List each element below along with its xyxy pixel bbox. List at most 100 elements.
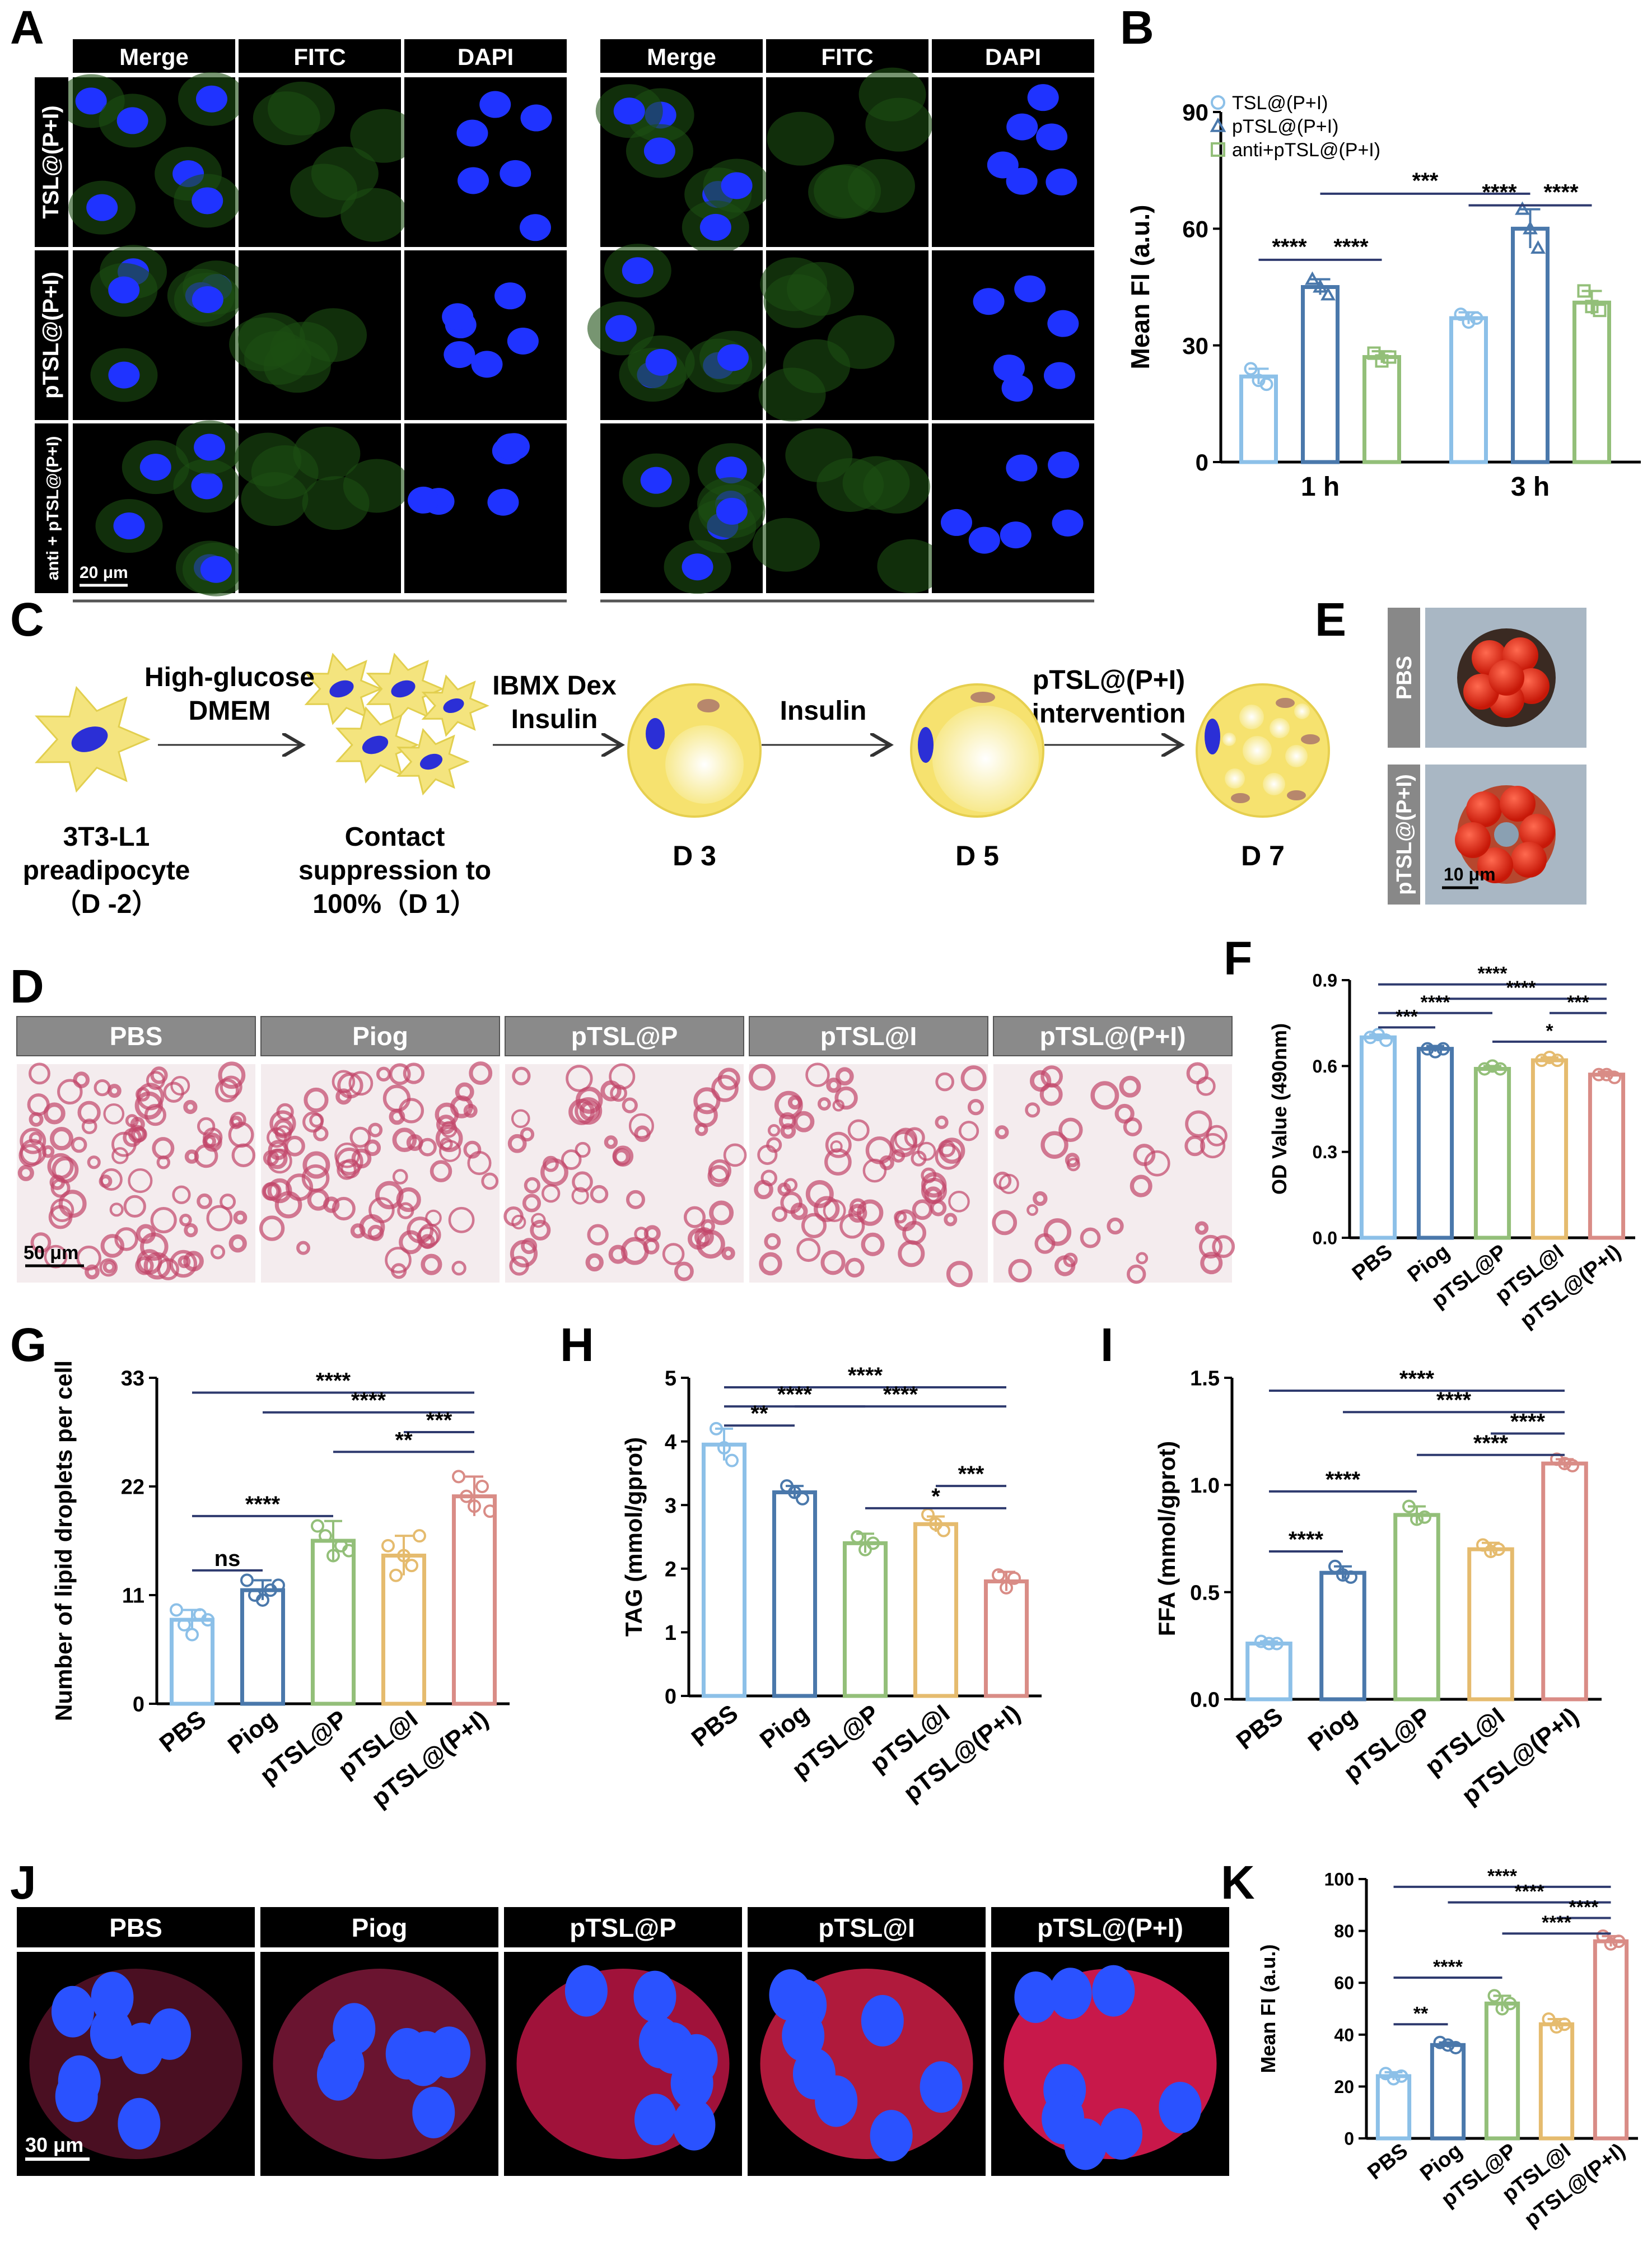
- column-header-bg: [766, 39, 928, 73]
- stain-spot: [348, 1071, 374, 1096]
- significance-label: ****: [1399, 1367, 1435, 1391]
- stain-spot: [85, 1264, 100, 1280]
- stain-spot: [267, 1148, 292, 1174]
- row-label: pTSL@(P+I): [1393, 774, 1416, 894]
- stain-spot: [693, 1087, 721, 1115]
- bar: [1301, 285, 1340, 464]
- stain-spot: [451, 1261, 466, 1276]
- stain-spot: [228, 1234, 247, 1253]
- stain-spot: [995, 1125, 1009, 1139]
- y-axis-label: Mean FI (a.u.): [1126, 205, 1155, 370]
- column-header-bg: [505, 1016, 744, 1056]
- stain-spot: [184, 1149, 199, 1164]
- stain-spot: [628, 1113, 654, 1139]
- lipid-droplet: [1270, 718, 1290, 738]
- y-tick-label: 33: [121, 1367, 144, 1391]
- mitochondrion: [697, 699, 720, 712]
- x-category-label: Piog: [755, 1699, 814, 1754]
- step-label: IBMX Dex: [492, 671, 617, 701]
- stain-spot: [604, 1135, 618, 1149]
- significance-label: ****: [1478, 963, 1508, 985]
- stain-spot: [1107, 1217, 1124, 1235]
- data-point: [1387, 2072, 1401, 2086]
- stain-spot: [304, 1087, 329, 1113]
- stain-spot: [49, 1174, 66, 1190]
- nucleus: [148, 2008, 191, 2060]
- cytoplasm-signal: [752, 518, 820, 572]
- data-point: [468, 1499, 481, 1513]
- stain-spot: [608, 1244, 628, 1264]
- data-point: [1543, 1051, 1556, 1064]
- data-point: [1328, 1559, 1342, 1573]
- significance-label: ****: [1542, 1912, 1572, 1933]
- bar: [451, 1494, 497, 1706]
- column-header-bg: [404, 39, 567, 73]
- data-point: [796, 1491, 809, 1505]
- y-axis-label: OD Value (490nm): [1268, 1023, 1291, 1195]
- column-header: pTSL@I: [818, 1913, 915, 1942]
- stain-spot: [509, 1256, 529, 1276]
- stain-spot: [1034, 1233, 1056, 1254]
- stain-spot: [847, 1119, 870, 1141]
- y-tick-label: 80: [1334, 1921, 1354, 1941]
- significance-label: ****: [1289, 1527, 1324, 1552]
- day-label: D 3: [673, 840, 716, 871]
- significance-label: **: [750, 1401, 768, 1426]
- stain-spot: [100, 1168, 123, 1191]
- stain-spot: [418, 1138, 437, 1157]
- cytoplasm-signal: [827, 315, 895, 369]
- data-point: [1259, 377, 1273, 391]
- stain-spot: [520, 1127, 535, 1142]
- stain-spot: [759, 1252, 782, 1276]
- panel-label-b: B: [1120, 1, 1154, 54]
- lipid-droplet: [1222, 733, 1236, 746]
- stain-spot: [307, 1188, 330, 1211]
- y-tick-label: 20: [1334, 2077, 1354, 2097]
- stain-spot: [469, 1061, 493, 1085]
- data-point: [1421, 1042, 1434, 1056]
- bar: [310, 1539, 356, 1706]
- data-point: [1270, 1637, 1284, 1651]
- nucleus: [1000, 521, 1032, 549]
- x-category-label: PBS: [155, 1705, 211, 1758]
- cell-label: 3T3-L1: [63, 822, 150, 852]
- stain-spot: [1184, 1135, 1206, 1157]
- stain-spot: [1200, 1132, 1226, 1159]
- significance-label: **: [1413, 2003, 1429, 2024]
- cell-nucleus: [329, 680, 354, 698]
- bar: [983, 1579, 1029, 1698]
- nucleus: [507, 327, 539, 355]
- data-point: [1550, 2020, 1564, 2034]
- stain-spot: [960, 1065, 987, 1092]
- column-header: DAPI: [458, 44, 514, 70]
- stain-spot: [309, 1113, 324, 1128]
- cytoplasm-signal: [340, 188, 408, 242]
- stain-spot: [764, 1233, 781, 1250]
- step-label: intervention: [1032, 699, 1186, 729]
- nucleus: [1036, 123, 1068, 151]
- significance-label: ****: [1482, 180, 1517, 205]
- stain-spot: [707, 1165, 730, 1187]
- mitochondrion: [1276, 698, 1295, 708]
- nucleus: [1027, 84, 1059, 111]
- nucleus: [412, 2086, 455, 2138]
- nucleus: [815, 2075, 858, 2127]
- y-axis-label: Number of lipid droplets per cell: [50, 1360, 77, 1721]
- nucleus: [444, 341, 475, 369]
- nucleus: [520, 104, 552, 132]
- stain-spot: [524, 1177, 540, 1194]
- nucleus: [200, 556, 232, 583]
- stain-spot: [156, 1155, 171, 1169]
- bar: [1530, 1058, 1569, 1240]
- lipid-droplet: [1488, 660, 1524, 696]
- stain-spot: [169, 1250, 198, 1278]
- stain-spot: [183, 1099, 198, 1115]
- data-point: [389, 1568, 403, 1582]
- stain-spot: [694, 1227, 714, 1247]
- lipid-droplet: [1466, 791, 1502, 827]
- lipid-droplet: [1243, 736, 1272, 765]
- cytoplasm-signal: [877, 539, 945, 593]
- data-point: [1542, 2012, 1556, 2026]
- stain-spot: [267, 1178, 292, 1204]
